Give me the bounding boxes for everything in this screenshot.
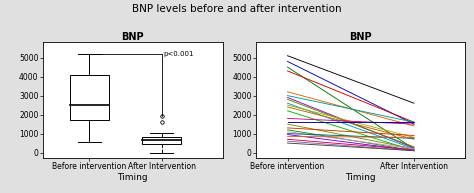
Bar (142, 137, 182, 144)
Text: BNP levels before and after intervention: BNP levels before and after intervention (132, 4, 342, 14)
X-axis label: Timing: Timing (345, 173, 375, 182)
Text: p<0.001: p<0.001 (163, 51, 193, 57)
Bar (70, 75, 109, 120)
X-axis label: Timing: Timing (118, 173, 148, 182)
Title: BNP: BNP (121, 32, 144, 42)
Title: BNP: BNP (349, 32, 372, 42)
